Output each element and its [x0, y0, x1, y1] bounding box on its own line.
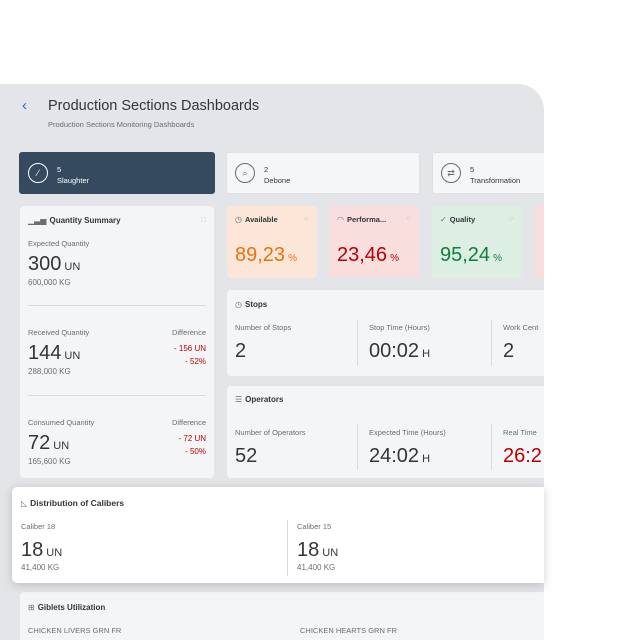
giblets-utilization-card: ⊞ Giblets Utilization CHICKEN LIVERS GRN … [20, 592, 544, 640]
page-title: Production Sections Dashboards [48, 98, 260, 114]
quantity-summary-card: ▁▃▅ Quantity Summary □ Expected Quantity … [20, 206, 214, 478]
operators-card: ☰ Operators Number of Operators 52 Expect… [227, 386, 544, 478]
received-quantity-label: Received Quantity [28, 328, 90, 337]
expand-icon[interactable]: □ [201, 215, 206, 224]
page-header: ‹ Production Sections Dashboards Product… [0, 84, 544, 146]
work-center-value: 2 [503, 340, 515, 362]
giblets-column-hearts: CHICKEN HEARTS GRN FR [300, 626, 397, 635]
consumed-quantity-value: 72 UN [28, 432, 70, 454]
knife-icon: ∕ [28, 163, 48, 183]
consumed-difference-label: Difference [171, 418, 206, 427]
page-subtitle: Production Sections Monitoring Dashboard… [48, 120, 195, 129]
stop-time-label: Stop Time (Hours) [369, 323, 430, 332]
column-divider [357, 320, 358, 366]
check-circle-icon: ✓ [440, 215, 447, 224]
kpi-title: ✓ Quality [440, 215, 476, 224]
kpi-value: 95,24% [440, 244, 502, 266]
calibers-title: ◺ Distribution of Calibers [21, 498, 125, 508]
divider [28, 305, 206, 306]
received-difference-label: Difference [171, 328, 206, 337]
grid-icon: ⊞ [28, 603, 35, 612]
received-quantity-value: 144 UN [28, 342, 81, 364]
bar-chart-icon: ▁▃▅ [28, 216, 47, 225]
received-quantity-kg: 288,000 KG [28, 367, 71, 376]
column-divider [491, 320, 492, 366]
number-of-operators-value: 52 [235, 445, 258, 467]
received-difference-pct: - 52% [185, 357, 206, 366]
real-time-value: 26:2 [503, 445, 542, 467]
kpi-card-quality[interactable]: ✓ Quality ○ 95,24% [432, 206, 522, 278]
kpi-value: 89,23% [235, 244, 297, 266]
expected-quantity-kg: 600,000 KG [28, 278, 71, 287]
caliber-15-label: Caliber 15 [297, 522, 332, 531]
caliber-18-value: 18 UN [21, 539, 63, 561]
giblets-column-livers: CHICKEN LIVERS GRN FR [28, 626, 122, 635]
kpi-menu-icon: ○ [406, 214, 411, 223]
kpi-card-performance[interactable]: ◠ Performa... ○ 23,46% [329, 206, 419, 278]
area-chart-icon: ◺ [21, 499, 28, 508]
expected-time-value: 24:02 H [369, 445, 431, 467]
stops-title: ◷ Stops [235, 300, 268, 309]
stops-card: ◷ Stops Number of Stops 2 Stop Time (Hour… [227, 290, 544, 376]
number-of-stops-value: 2 [235, 340, 247, 362]
consumed-difference-qty: - 72 UN [178, 434, 206, 443]
kpi-title: ◷ Available [235, 215, 278, 224]
quantity-summary-title: ▁▃▅ Quantity Summary [28, 216, 121, 225]
consumed-difference-pct: - 50% [185, 447, 206, 456]
section-tile-text: 5 Transformation [470, 165, 521, 185]
operators-title: ☰ Operators [235, 395, 284, 404]
section-tile-slaughter[interactable]: ∕ 5 Slaughter [19, 152, 215, 194]
transform-icon: ⇄ [441, 163, 461, 183]
search-icon: ⌕ [235, 163, 255, 183]
consumed-quantity-label: Consumed Quantity [28, 418, 95, 427]
kpi-title: ◠ Performa... [337, 215, 387, 224]
column-divider [357, 424, 358, 470]
real-time-label: Real Time [503, 428, 537, 437]
clock-icon: ◷ [235, 215, 242, 224]
divider [28, 395, 206, 396]
expected-time-label: Expected Time (Hours) [369, 428, 446, 437]
gauge-icon: ◠ [337, 215, 344, 224]
column-divider [491, 424, 492, 470]
caliber-18-kg: 41,400 KG [21, 563, 60, 572]
consumed-quantity-kg: 165,600 KG [28, 457, 71, 466]
section-tile-text: 2 Debone [264, 165, 291, 185]
expected-quantity-value: 300 UN [28, 253, 81, 275]
caliber-18-label: Caliber 18 [21, 522, 56, 531]
work-center-label: Work Cent [503, 323, 539, 332]
back-chevron-icon[interactable]: ‹ [22, 97, 27, 114]
column-divider [287, 520, 288, 576]
section-tile-text: 5 Slaughter [57, 165, 90, 185]
people-icon: ☰ [235, 395, 243, 404]
expected-quantity-label: Expected Quantity [28, 239, 90, 248]
stop-time-value: 00:02 H [369, 340, 431, 362]
caliber-15-kg: 41,400 KG [297, 563, 336, 572]
distribution-of-calibers-card[interactable]: ◺ Distribution of Calibers Caliber 18 18 U… [12, 487, 544, 583]
caliber-15-value: 18 UN [297, 539, 339, 561]
kpi-value: 23,46% [337, 244, 399, 266]
kpi-menu-icon: ○ [509, 214, 514, 223]
number-of-stops-label: Number of Stops [235, 323, 292, 332]
kpi-card-partial [534, 206, 544, 278]
giblets-title: ⊞ Giblets Utilization [28, 603, 106, 612]
section-tile-debone[interactable]: ⌕ 2 Debone [226, 152, 420, 194]
stopwatch-icon: ◷ [235, 300, 242, 309]
kpi-card-available[interactable]: ◷ Available ○ 89,23% [227, 206, 317, 278]
received-difference-qty: - 156 UN [173, 344, 206, 353]
kpi-menu-icon: ○ [304, 214, 309, 223]
section-tile-transformation[interactable]: ⇄ 5 Transformation [432, 152, 544, 194]
number-of-operators-label: Number of Operators [235, 428, 306, 437]
